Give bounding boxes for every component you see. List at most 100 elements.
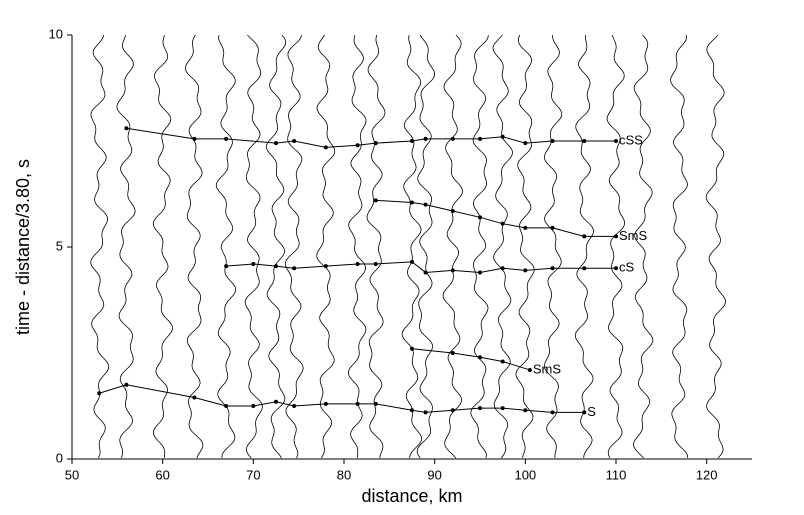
pick-point (582, 266, 587, 271)
pick-point (274, 141, 278, 146)
pick-line (375, 199, 616, 237)
phase-label: cS (619, 260, 635, 275)
pick-point (614, 234, 618, 239)
pick-point (450, 408, 455, 413)
pick-point (478, 355, 482, 360)
pick-point (323, 264, 328, 269)
pick-point (478, 215, 482, 220)
trace (574, 34, 594, 459)
pick-point (251, 404, 256, 408)
x-tick-label: 100 (514, 467, 536, 482)
trace (116, 34, 136, 459)
pick-point (500, 359, 505, 364)
trace (492, 34, 514, 459)
trace (416, 34, 436, 459)
pick-point (292, 404, 297, 408)
pick-point (97, 391, 102, 396)
x-tick-label: 60 (155, 467, 169, 482)
pick-point (224, 264, 229, 269)
pick-line (99, 384, 585, 413)
pick-point (523, 268, 528, 273)
pick-point (450, 208, 455, 213)
x-axis-title: distance, km (361, 486, 462, 506)
pick-point (124, 126, 129, 131)
pick-point (614, 139, 618, 143)
pick-point (582, 410, 587, 415)
trace (470, 34, 489, 459)
pick-point (450, 136, 455, 141)
pick-point (224, 136, 229, 141)
pick-point (124, 382, 129, 387)
pick-point (192, 395, 197, 400)
pick-point (251, 261, 256, 266)
pick-point (500, 266, 505, 271)
pick-point (478, 270, 482, 275)
x-tick-label: 80 (337, 467, 351, 482)
pick-point (373, 198, 378, 203)
pick-point (274, 264, 278, 269)
pick-point (410, 259, 414, 264)
trace (347, 34, 367, 459)
trace (633, 34, 654, 459)
pick-point (423, 410, 428, 415)
pick-point (450, 268, 455, 273)
pick-point (523, 141, 528, 146)
pick-point (550, 139, 555, 143)
pick-point (410, 139, 414, 143)
pick-point (224, 404, 229, 408)
y-tick-label: 5 (56, 238, 63, 253)
trace (184, 34, 204, 459)
pick-point (550, 225, 555, 230)
pick-point (323, 145, 328, 150)
y-tick-label: 0 (56, 450, 63, 465)
pick-point (582, 234, 587, 239)
pick-point (373, 401, 378, 406)
x-tick-label: 50 (65, 467, 79, 482)
pick-point (500, 134, 505, 139)
pick-point (423, 202, 428, 207)
pick-point (500, 221, 505, 226)
pick-line (411, 348, 531, 371)
trace (284, 34, 304, 459)
x-tick-label: 110 (606, 467, 627, 482)
pick-point (355, 261, 360, 266)
pick-point (423, 136, 428, 141)
phase-label: SmS (533, 361, 562, 376)
pick-line (126, 127, 616, 148)
phase-label: cSS (619, 132, 643, 147)
pick-point (274, 399, 278, 404)
pick-point (410, 200, 414, 205)
trace (366, 34, 386, 459)
trace (316, 34, 336, 459)
y-axis-title: time - distance/3.80, s (13, 159, 33, 335)
pick-point (550, 410, 555, 415)
trace (515, 34, 535, 459)
trace (215, 34, 237, 459)
pick-point (523, 225, 528, 230)
pick-point (582, 139, 587, 143)
trace (543, 34, 563, 458)
trace (401, 34, 422, 459)
pick-line (226, 261, 616, 273)
trace (705, 34, 727, 459)
pick-point (292, 139, 297, 143)
trace (606, 34, 626, 459)
pick-point (500, 406, 505, 411)
pick-point (450, 351, 455, 355)
phase-label: S (587, 404, 596, 419)
pick-point (550, 266, 555, 271)
trace (670, 34, 689, 459)
x-tick-label: 90 (427, 467, 441, 482)
pick-point (373, 261, 378, 266)
pick-point (614, 266, 618, 271)
trace (244, 34, 263, 459)
pick-point (323, 401, 328, 406)
pick-point (292, 266, 297, 271)
pick-point (410, 408, 414, 413)
trace (265, 34, 287, 459)
pick-point (423, 270, 428, 275)
pick-point (523, 408, 528, 413)
trace (442, 34, 464, 459)
x-tick-label: 70 (246, 467, 260, 482)
pick-point (478, 136, 482, 141)
